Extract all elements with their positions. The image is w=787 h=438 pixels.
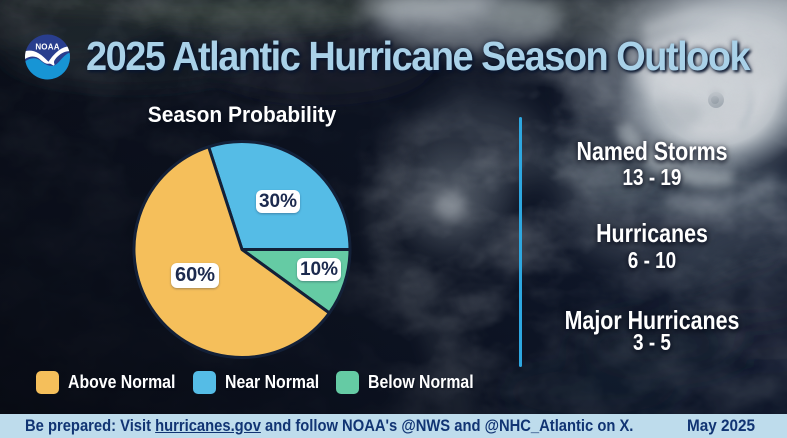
svg-text:NOAA: NOAA	[35, 42, 59, 51]
